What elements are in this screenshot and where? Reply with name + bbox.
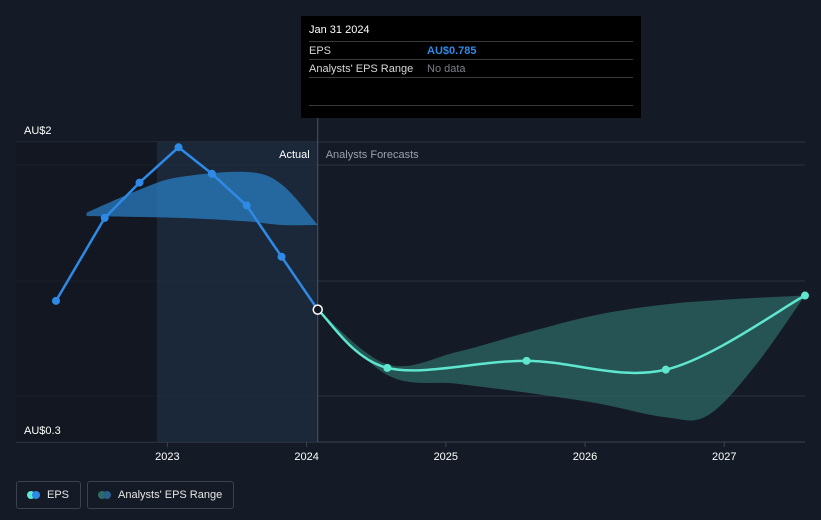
actual-eps-point bbox=[277, 252, 286, 261]
tooltip-eps-label: EPS bbox=[309, 44, 332, 57]
eps-points bbox=[52, 143, 809, 374]
actual-eps-line bbox=[54, 145, 319, 311]
tooltip-eps-value: AU$0.785 bbox=[427, 44, 477, 57]
x-tick-label: 2025 bbox=[434, 451, 458, 463]
actual-eps-point bbox=[52, 296, 60, 305]
actual-eps-point bbox=[242, 201, 251, 210]
tooltip-eps-row: EPS AU$0.785 bbox=[309, 42, 633, 60]
y-axis-bottom-label: AU$0.3 bbox=[24, 425, 61, 437]
forecast-eps-point bbox=[522, 356, 531, 365]
forecast-region-label: Analysts Forecasts bbox=[326, 149, 419, 161]
legend-eps-label: EPS bbox=[47, 489, 70, 501]
axis-labels: AU$2 AU$0.3 Actual Analysts Forecasts bbox=[24, 125, 419, 437]
tooltip-range-row: Analysts' EPS Range No data bbox=[309, 60, 633, 78]
legend-range-toggle[interactable]: Analysts' EPS Range bbox=[87, 481, 234, 509]
forecast-eps-point bbox=[661, 365, 670, 374]
pre-shade-rect bbox=[16, 142, 157, 442]
legend-eps-toggle[interactable]: EPS bbox=[16, 481, 81, 509]
forecast-eps-line bbox=[316, 294, 806, 375]
tooltip-date: Jan 31 2024 bbox=[309, 24, 633, 42]
forecast-eps-range-band bbox=[317, 295, 805, 421]
x-tick-label: 2023 bbox=[155, 451, 179, 463]
actual-eps-point bbox=[312, 304, 323, 315]
actual-period-shade bbox=[16, 118, 319, 442]
x-tick-label: 2026 bbox=[573, 451, 597, 463]
range-legend-icon bbox=[98, 491, 111, 499]
x-tick-label: 2024 bbox=[294, 451, 318, 463]
eps-range-bands bbox=[86, 171, 805, 421]
actual-eps-point bbox=[135, 178, 144, 187]
actual-eps-point bbox=[174, 143, 183, 152]
actual-eps-point bbox=[100, 213, 109, 222]
tooltip-range-label: Analysts' EPS Range bbox=[309, 62, 414, 75]
eps-legend-icon bbox=[27, 491, 40, 499]
hover-tooltip: Jan 31 2024 EPS AU$0.785 Analysts' EPS R… bbox=[301, 16, 641, 118]
x-axis-ticks: 2023 2024 2025 2026 2027 bbox=[155, 442, 736, 463]
x-tick-label: 2027 bbox=[712, 451, 736, 463]
legend-range-label: Analysts' EPS Range bbox=[118, 489, 223, 501]
eps-lines bbox=[54, 145, 806, 375]
tooltip-spacer bbox=[309, 78, 633, 106]
actual-eps-range-band bbox=[86, 171, 318, 226]
actual-region-label: Actual bbox=[279, 149, 310, 161]
y-axis-top-label: AU$2 bbox=[24, 125, 52, 137]
tooltip-range-value: No data bbox=[427, 62, 466, 75]
forecast-eps-point bbox=[801, 291, 809, 300]
forecast-eps-point bbox=[383, 363, 392, 372]
actual-eps-point bbox=[207, 169, 216, 178]
